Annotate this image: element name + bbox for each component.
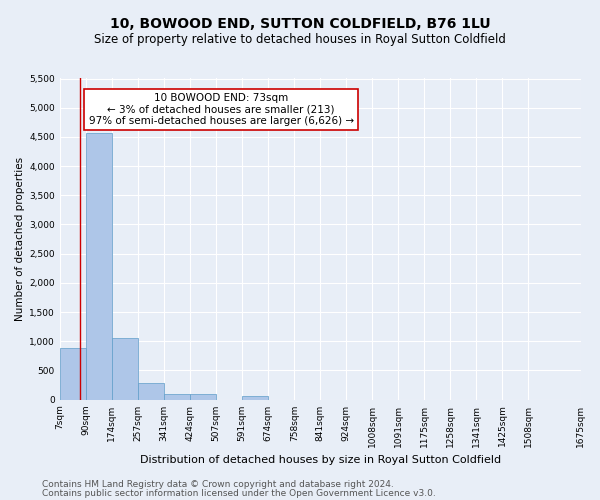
X-axis label: Distribution of detached houses by size in Royal Sutton Coldfield: Distribution of detached houses by size … [140, 455, 501, 465]
Bar [86, 134, 112, 400]
Bar [60, 348, 86, 400]
Bar [242, 396, 268, 400]
Text: 10, BOWOOD END, SUTTON COLDFIELD, B76 1LU: 10, BOWOOD END, SUTTON COLDFIELD, B76 1L… [110, 18, 490, 32]
Text: Size of property relative to detached houses in Royal Sutton Coldfield: Size of property relative to detached ho… [94, 32, 506, 46]
Text: Contains public sector information licensed under the Open Government Licence v3: Contains public sector information licen… [42, 488, 436, 498]
Bar [164, 394, 190, 400]
Bar [138, 382, 164, 400]
Text: 10 BOWOOD END: 73sqm
← 3% of detached houses are smaller (213)
97% of semi-detac: 10 BOWOOD END: 73sqm ← 3% of detached ho… [89, 93, 354, 126]
Y-axis label: Number of detached properties: Number of detached properties [15, 157, 25, 321]
Bar [190, 394, 216, 400]
Text: Contains HM Land Registry data © Crown copyright and database right 2024.: Contains HM Land Registry data © Crown c… [42, 480, 394, 489]
Bar [112, 338, 138, 400]
